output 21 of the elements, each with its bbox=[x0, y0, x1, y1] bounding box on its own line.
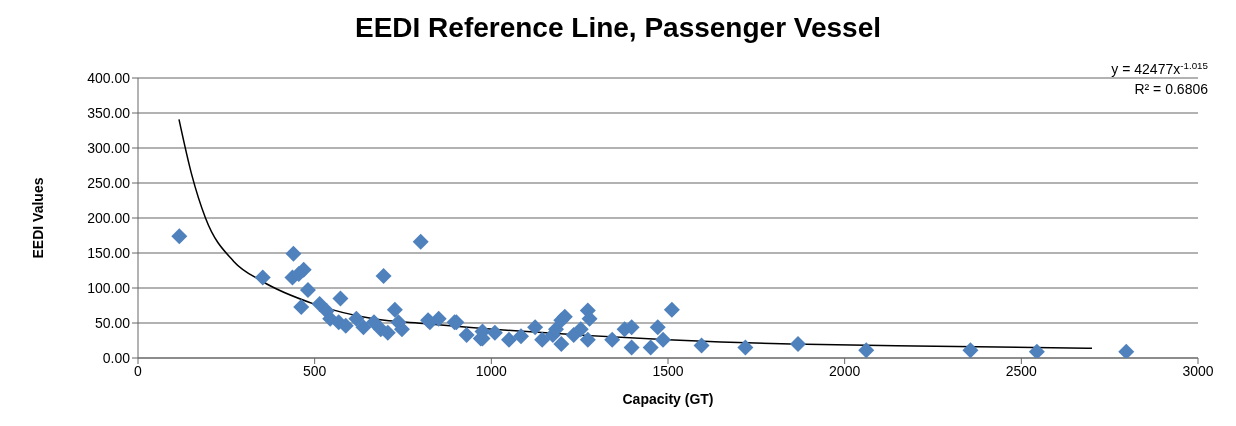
text: y = 42477x$^{-1.015}$ bbox=[1111, 59, 1209, 77]
x-tick-label: 0 bbox=[134, 362, 143, 379]
x-tick-label: 2500 bbox=[1005, 362, 1038, 379]
annotation: R² = 0.6806 bbox=[1134, 81, 1209, 97]
x-axis-title: Capacity (GT) bbox=[622, 391, 714, 407]
y-tick-label: 250.00 bbox=[87, 174, 131, 191]
y-tick-label: 350.00 bbox=[87, 104, 131, 121]
x-tick-label: 1500 bbox=[652, 362, 684, 379]
y-tick-label: 150.00 bbox=[87, 244, 131, 261]
x-tick-label: 1000 bbox=[475, 362, 508, 379]
y-axis-title: EEDI Values bbox=[29, 177, 46, 259]
x-tick-label: 2000 bbox=[829, 362, 861, 379]
y-tick-label: 300.00 bbox=[87, 139, 131, 156]
x-tick-label: 3000 bbox=[1182, 362, 1214, 379]
y-tick-label: 100.00 bbox=[87, 279, 131, 296]
x-tick-label: 500 bbox=[302, 362, 327, 379]
chart-title: EEDI Reference Line, Passenger Vessel bbox=[353, 12, 883, 44]
y-tick-label: 50.00 bbox=[94, 314, 131, 331]
y-tick-label: 0.00 bbox=[102, 349, 131, 366]
y-tick-label: 400.00 bbox=[87, 69, 131, 86]
y-tick-label: 200.00 bbox=[87, 209, 131, 226]
